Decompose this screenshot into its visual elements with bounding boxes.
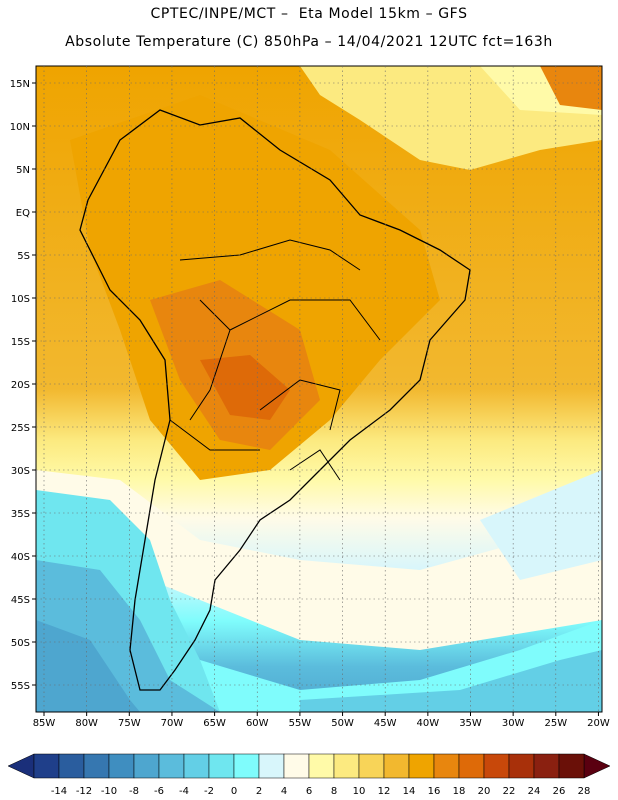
latitude-label: 15N <box>10 79 30 90</box>
latitude-label: 40S <box>11 552 30 563</box>
longitude-label: 60W <box>246 718 269 729</box>
colorbar-label: -2 <box>204 786 214 797</box>
colorbar-label: 20 <box>478 786 491 797</box>
colorbar-swatch <box>533 753 560 779</box>
left-triangle-icon <box>7 753 35 779</box>
longitude-label: 85W <box>33 718 56 729</box>
latitude-label: 30S <box>11 466 30 477</box>
colorbar-label: 8 <box>331 786 337 797</box>
colorbar-label: -14 <box>51 786 67 797</box>
longitude-label: 20W <box>587 718 610 729</box>
colorbar-swatch <box>233 753 260 779</box>
colorbar-label: 12 <box>378 786 391 797</box>
colorbar-label: 6 <box>306 786 312 797</box>
longitude-label: 75W <box>118 718 141 729</box>
colorbar-swatch <box>133 753 160 779</box>
longitude-label: 50W <box>331 718 354 729</box>
latitude-label: 50S <box>11 638 30 649</box>
colorbar-label: -6 <box>154 786 164 797</box>
colorbar-swatch <box>333 753 360 779</box>
colorbar-label: 4 <box>281 786 287 797</box>
colorbar-swatch <box>483 753 510 779</box>
colorbar-swatch <box>183 753 210 779</box>
colorbar-label: 24 <box>528 786 541 797</box>
colorbar-label: 28 <box>578 786 591 797</box>
latitude-label: 25S <box>11 423 30 434</box>
latitude-label: 10S <box>11 294 30 305</box>
colorbar-label: 18 <box>453 786 466 797</box>
colorbar-swatch <box>208 753 235 779</box>
colorbar-swatch <box>433 753 460 779</box>
right-triangle-icon <box>583 753 611 779</box>
colorbar-label: -10 <box>101 786 117 797</box>
longitude-axis: 85W 80W 75W 70W 65W 60W 55W 50W 45W 40W 35W 30W 25W 2… <box>33 712 610 729</box>
colorbar-label: 26 <box>553 786 566 797</box>
latitude-label: 5N <box>16 165 30 176</box>
colorbar-swatch <box>108 753 135 779</box>
map-subtitle: Absolute Temperature (C) 850hPa – 14/04/… <box>65 34 553 50</box>
map-title: CPTEC/INPE/MCT – Eta Model 15km – GFS <box>150 6 468 22</box>
latitude-label: 35S <box>11 509 30 520</box>
colorbar-swatch <box>283 753 310 779</box>
longitude-label: 55W <box>289 718 312 729</box>
colorbar-swatch <box>83 753 110 779</box>
colorbar-label: 0 <box>231 786 237 797</box>
colorbar-swatch <box>508 753 535 779</box>
colorbar-swatch <box>458 753 485 779</box>
longitude-label: 80W <box>75 718 98 729</box>
colorbar-swatch <box>408 753 435 779</box>
colorbar-label: 14 <box>403 786 416 797</box>
latitude-label: 45S <box>11 595 30 606</box>
colorbar-swatch <box>58 753 85 779</box>
colorbar-label: 22 <box>503 786 516 797</box>
longitude-label: 40W <box>417 718 440 729</box>
longitude-label: 25W <box>544 718 567 729</box>
latitude-axis: 15N 10N 5N EQ 5S 10S 15S 20S 25S 30S 35S 40S 45S 50S 5… <box>10 79 36 692</box>
longitude-label: 30W <box>502 718 525 729</box>
latitude-label: 15S <box>11 337 30 348</box>
colorbar-swatch <box>158 753 185 779</box>
longitude-label: 35W <box>459 718 482 729</box>
colorbar-label: -12 <box>76 786 92 797</box>
latitude-label: 20S <box>11 380 30 391</box>
latitude-label: 5S <box>17 251 30 262</box>
map-frame <box>35 65 603 713</box>
colorbar-swatch <box>383 753 410 779</box>
colorbar-label: 16 <box>428 786 441 797</box>
colorbar-label: 2 <box>256 786 262 797</box>
colorbar-swatch <box>358 753 385 779</box>
colorbar-label: 10 <box>353 786 366 797</box>
longitude-label: 45W <box>374 718 397 729</box>
colorbar-swatch <box>558 753 585 779</box>
latitude-label: 55S <box>11 681 30 692</box>
longitude-label: 65W <box>203 718 226 729</box>
latitude-label: 10N <box>10 122 30 133</box>
colorbar-label: -8 <box>129 786 139 797</box>
longitude-label: 70W <box>161 718 184 729</box>
colorbar-swatch <box>33 753 60 779</box>
latitude-label: EQ <box>16 208 30 219</box>
colorbar-swatch <box>258 753 285 779</box>
colorbar-label: -4 <box>179 786 189 797</box>
colorbar: -14 -12 -10 -8 -6 -4 -2 0 2 4 6 8 10 12 14 16 18 20 22 24 26… <box>7 753 611 797</box>
colorbar-swatch <box>308 753 335 779</box>
temperature-field <box>36 66 602 712</box>
